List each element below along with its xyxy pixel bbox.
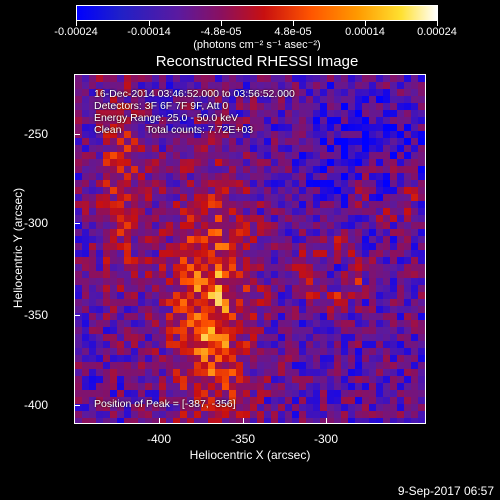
colorbar-tick [221,21,222,26]
x-tick-label: -300 [313,432,339,446]
x-tickmark [159,418,160,424]
colorbar-units: (photons cm⁻² s⁻¹ asec⁻²) [193,39,321,51]
x-tickmark [243,418,244,424]
y-tick-label: -300 [24,216,49,230]
colorbar-tick [293,21,294,26]
y-axis-label: Heliocentric Y (arcsec) [11,187,25,309]
colorbar-tick [365,21,366,26]
y-tickmark [74,134,80,135]
x-tick-label: -400 [146,432,172,446]
y-tick-label: -250 [24,127,49,141]
colorbar-tick [76,21,77,26]
colorbar-tick-label: 4.8e-05 [274,26,312,38]
detectors-annotation: Detectors: 3F 6F 7F 9F, Att 0 [94,100,229,112]
y-tickmark [74,223,80,224]
algorithm-annotation: Clean [94,124,122,136]
colorbar-tick-label: 0.00024 [417,26,457,38]
y-tick-label: -350 [24,308,49,322]
colorbar-tick-label: -0.00014 [127,26,171,38]
y-tick-label: -400 [24,398,49,412]
colorbar [76,5,438,21]
x-tickmark [326,418,327,424]
colorbar-tick [149,21,150,26]
heatmap [75,75,425,423]
colorbar-tick-label: -4.8e-05 [200,26,242,38]
energy-annotation: Energy Range: 25.0 - 50.0 keV [94,112,239,124]
colorbar-tick-label: -0.00024 [54,26,98,38]
colorbar-tick [437,21,438,26]
y-tickmark [74,405,80,406]
peak-position-annotation: Position of Peak = [-387, -356] [94,398,236,410]
x-tick-label: -350 [230,432,256,446]
y-tickmark [74,315,80,316]
plot-area [74,74,426,424]
time-range-annotation: 16-Dec-2014 03:46:52.000 to 03:56:52.000 [94,88,295,100]
timestamp: 9-Sep-2017 06:57 [397,484,494,498]
colorbar-tick-label: 0.00014 [345,26,385,38]
total-counts-annotation: Total counts: 7.72E+03 [146,124,254,136]
x-axis-label: Heliocentric X (arcsec) [189,448,311,462]
plot-title: Reconstructed RHESSI Image [155,53,359,70]
